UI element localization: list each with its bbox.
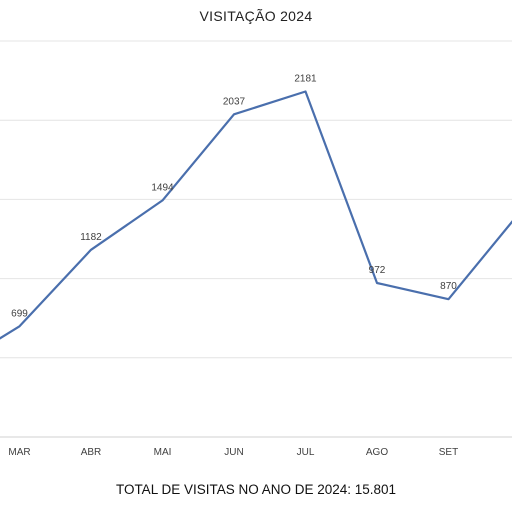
series-line-group xyxy=(0,90,512,340)
x-tick-label: JUL xyxy=(297,447,315,458)
data-label: 699 xyxy=(11,308,28,319)
total-visits-footer: TOTAL DE VISITAS NO ANO DE 2024: 15.801 xyxy=(115,482,397,497)
x-tick-label: MAR xyxy=(8,447,30,458)
series-line xyxy=(0,90,512,340)
data-label: 870 xyxy=(440,281,457,292)
data-label: 1494 xyxy=(151,182,174,193)
data-label: 1182 xyxy=(80,232,102,243)
data-label: 2037 xyxy=(223,96,246,107)
x-axis-labels: MAR ABR MAI JUN JUL AGO SET xyxy=(8,447,458,458)
data-label: 972 xyxy=(369,265,386,276)
grid-lines xyxy=(0,40,512,438)
x-tick-label: SET xyxy=(439,447,458,458)
chart-title: VISITAÇÃO 2024 xyxy=(199,8,313,24)
data-label: 2181 xyxy=(294,74,317,85)
x-tick-label: ABR xyxy=(81,447,102,458)
x-tick-label: MAI xyxy=(154,447,172,458)
data-labels: 699 1182 1494 2037 2181 972 870 xyxy=(11,74,457,320)
x-tick-label: JUN xyxy=(224,447,243,458)
x-tick-label: AGO xyxy=(366,447,388,458)
